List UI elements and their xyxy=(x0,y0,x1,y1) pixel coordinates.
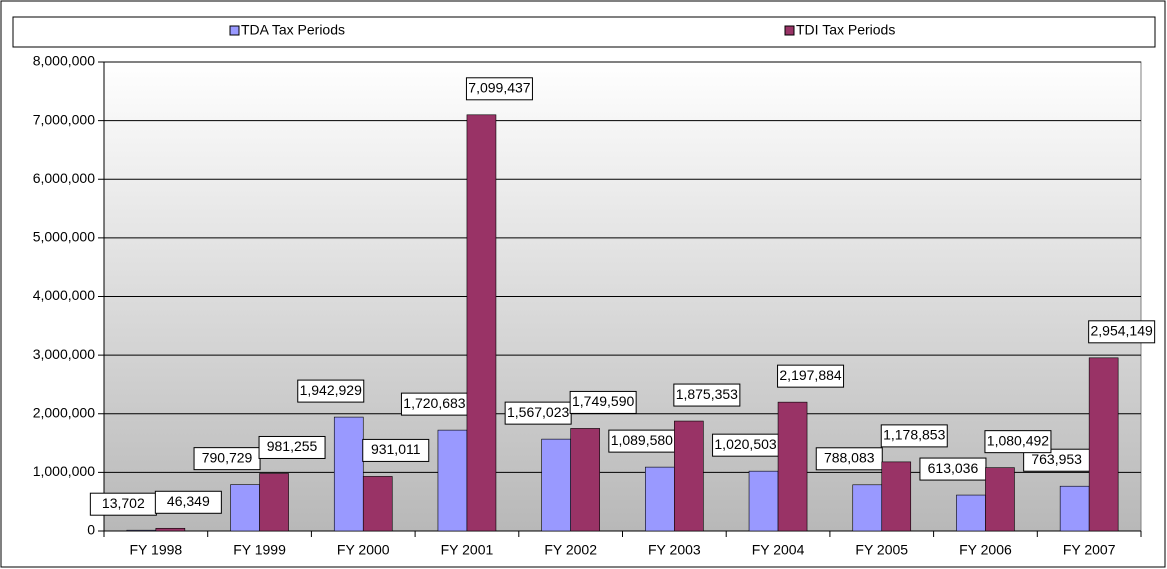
bar xyxy=(852,484,883,532)
bar xyxy=(881,461,912,532)
data-label-text: 2,197,884 xyxy=(779,367,841,383)
data-label-box xyxy=(154,490,222,514)
bar xyxy=(956,494,986,532)
data-label: 1,942,929 xyxy=(297,379,365,403)
x-tick-label: FY 2006 xyxy=(959,542,1012,558)
data-label: 1,567,023 xyxy=(504,401,572,425)
y-tick-label: 0 xyxy=(87,522,95,538)
data-label-text: 1,942,929 xyxy=(300,382,362,398)
data-label-text: 763,953 xyxy=(1031,451,1082,467)
bar xyxy=(466,114,497,532)
bar xyxy=(437,429,468,532)
legend-label: TDA Tax Periods xyxy=(241,22,345,38)
data-label: 1,178,853 xyxy=(880,424,948,448)
data-label: 13,702 xyxy=(89,492,157,516)
data-label: 763,953 xyxy=(1023,448,1091,472)
data-label-text: 1,089,580 xyxy=(611,432,673,448)
y-tick-label: 5,000,000 xyxy=(33,229,95,245)
bar xyxy=(748,470,779,532)
data-label-text: 7,099,437 xyxy=(468,79,530,95)
data-label-text: 613,036 xyxy=(928,460,979,476)
x-tick-label: FY 2001 xyxy=(441,542,494,558)
x-tick-label: FY 2002 xyxy=(544,542,597,558)
data-label: 613,036 xyxy=(919,457,987,481)
x-tick-label: FY 1999 xyxy=(233,542,286,558)
data-label: 1,875,353 xyxy=(673,383,741,407)
data-label: 981,255 xyxy=(258,435,326,459)
data-label: 790,729 xyxy=(193,447,261,471)
data-label-text: 1,178,853 xyxy=(883,427,945,443)
bar xyxy=(1088,357,1119,532)
data-label-text: 13,702 xyxy=(102,495,145,511)
data-label: 931,011 xyxy=(362,438,430,462)
legend-swatch xyxy=(784,25,795,36)
data-label-box xyxy=(880,424,948,448)
data-label: 2,954,149 xyxy=(1088,320,1156,344)
bar xyxy=(674,420,704,532)
data-label-box xyxy=(673,383,741,407)
bar xyxy=(541,438,571,532)
data-label-text: 1,020,503 xyxy=(714,436,776,452)
y-tick-label: 8,000,000 xyxy=(33,53,95,69)
x-tick-label: FY 1998 xyxy=(130,542,183,558)
bar xyxy=(230,484,260,532)
bar xyxy=(333,416,364,532)
data-label-box xyxy=(777,364,845,388)
data-label: 1,720,683 xyxy=(400,392,468,416)
bar xyxy=(362,476,393,532)
y-tick-label: 3,000,000 xyxy=(33,346,95,362)
data-label-box xyxy=(984,430,1052,454)
data-label: 1,020,503 xyxy=(712,433,780,457)
data-label-text: 1,749,590 xyxy=(572,393,634,409)
x-tick-label: FY 2000 xyxy=(337,542,390,558)
data-label-box xyxy=(569,390,637,414)
data-label: 46,349 xyxy=(154,490,222,514)
data-label-box xyxy=(258,435,326,459)
y-tick-label: 2,000,000 xyxy=(33,404,95,420)
data-label-text: 981,255 xyxy=(267,438,318,454)
y-tick-label: 4,000,000 xyxy=(33,287,95,303)
bar xyxy=(126,529,157,532)
bar xyxy=(570,428,600,532)
y-tick-label: 6,000,000 xyxy=(33,170,95,186)
data-label: 7,099,437 xyxy=(465,77,533,101)
data-label-text: 46,349 xyxy=(167,493,210,509)
data-label-box xyxy=(1088,320,1156,344)
data-label: 2,197,884 xyxy=(777,364,845,388)
data-label-text: 790,729 xyxy=(202,449,253,465)
x-tick-label: FY 2007 xyxy=(1063,542,1116,558)
bar xyxy=(155,527,186,532)
bar xyxy=(259,473,289,532)
data-label-box xyxy=(297,379,365,403)
data-label: 1,080,492 xyxy=(984,430,1052,454)
data-label: 1,749,590 xyxy=(569,390,637,414)
x-tick-label: FY 2004 xyxy=(752,542,805,558)
legend-box xyxy=(12,16,1156,48)
data-label-text: 1,567,023 xyxy=(507,404,569,420)
data-label-box xyxy=(362,438,430,462)
data-label-text: 1,875,353 xyxy=(676,386,738,402)
y-tick-label: 7,000,000 xyxy=(33,111,95,127)
x-tick-label: FY 2005 xyxy=(855,542,908,558)
bar xyxy=(645,466,675,532)
y-tick-label: 1,000,000 xyxy=(33,463,95,479)
data-label-box xyxy=(815,447,883,471)
data-label-text: 2,954,149 xyxy=(1091,323,1153,339)
bar xyxy=(777,401,808,532)
legend-label: TDI Tax Periods xyxy=(796,22,895,38)
x-tick-label: FY 2003 xyxy=(648,542,701,558)
data-label-text: 788,083 xyxy=(824,450,875,466)
data-label: 1,089,580 xyxy=(608,429,676,453)
data-label-text: 1,080,492 xyxy=(987,432,1049,448)
legend-swatch xyxy=(229,25,240,36)
bar xyxy=(1059,485,1090,532)
data-label-text: 1,720,683 xyxy=(403,395,465,411)
data-label: 788,083 xyxy=(815,447,883,471)
data-label-text: 931,011 xyxy=(371,441,421,457)
data-label-box xyxy=(465,77,533,101)
bar xyxy=(985,467,1015,532)
